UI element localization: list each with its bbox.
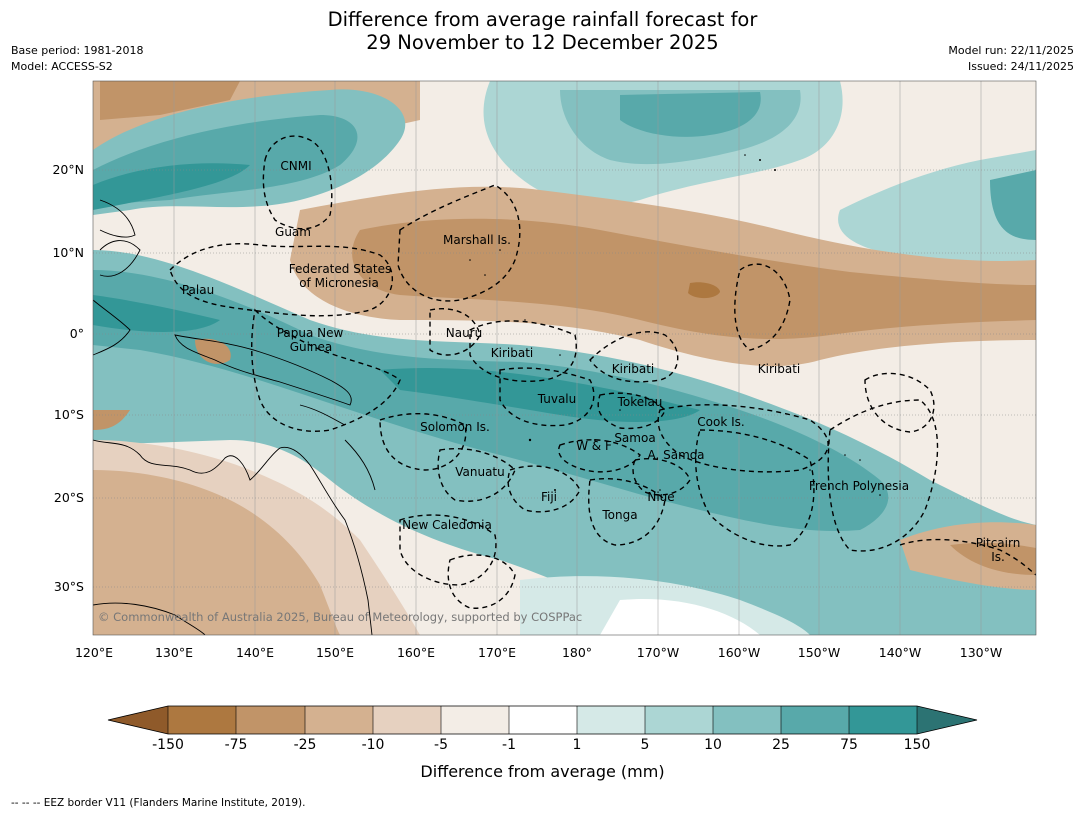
label-wallis-futuna: W & F [576, 439, 612, 453]
label-nauru: Nauru [446, 326, 482, 340]
lon-tick: 140°E [236, 645, 274, 660]
label-niue: Niue [647, 490, 674, 504]
colorbar-low-extend [108, 706, 168, 734]
label-pitcairn-line1: Pitcairn [976, 536, 1021, 550]
lon-tick-labels: 120°E 130°E 140°E 150°E 160°E 170°E 180°… [75, 645, 1002, 660]
lon-tick: 150°E [316, 645, 354, 660]
colorbar-segment [373, 706, 441, 734]
label-vanuatu: Vanuatu [455, 465, 505, 479]
lon-tick: 160°W [718, 645, 760, 660]
colorbar-label: -10 [361, 737, 385, 753]
colorbar-segment [168, 706, 236, 734]
label-png-line1: Papua New [277, 326, 344, 340]
label-tokelau: Tokelau [617, 395, 663, 409]
colorbar-label: -75 [224, 737, 248, 753]
lat-tick: 10°S [54, 407, 84, 422]
label-kiribati-west: Kiribati [491, 346, 533, 360]
lat-tick-labels: 20°N 10°N 0° 10°S 20°S 30°S [52, 162, 84, 594]
meta-left: Base period: 1981-2018 Model: ACCESS-S2 [11, 43, 143, 75]
label-kiribati-east: Kiribati [758, 362, 800, 376]
label-samoa: Samoa [614, 431, 655, 445]
label-french-polynesia: French Polynesia [809, 479, 909, 493]
label-kiribati-central: Kiribati [612, 362, 654, 376]
colorbar-label: -5 [434, 737, 448, 753]
lat-tick: 0° [70, 326, 84, 341]
label-fsm-line1: Federated States [289, 262, 391, 276]
map-frame [92, 80, 1037, 636]
colorbar-label: 5 [640, 737, 650, 753]
label-pitcairn-line2: Is. [991, 550, 1005, 564]
graticule [93, 81, 1036, 635]
chart-title: Difference from average rainfall forecas… [0, 8, 1085, 54]
colorbar-label: -1 [502, 737, 516, 753]
lat-tick: 30°S [54, 579, 84, 594]
colorbar [107, 705, 978, 735]
lat-tick: 20°S [54, 490, 84, 505]
colorbar-segment [645, 706, 713, 734]
title-line-1: Difference from average rainfall forecas… [327, 8, 758, 31]
colorbar-segment [849, 706, 917, 734]
label-cook-is: Cook Is. [697, 415, 744, 429]
lon-tick: 160°E [397, 645, 435, 660]
lon-tick: 120°E [75, 645, 113, 660]
lon-tick: 150°W [798, 645, 840, 660]
colorbar-label: 150 [903, 737, 931, 753]
label-palau: Palau [182, 283, 214, 297]
colorbar-label: 10 [704, 737, 722, 753]
meta-right: Model run: 22/11/2025 Issued: 24/11/2025 [948, 43, 1074, 75]
colorbar-high-extend [917, 706, 977, 734]
label-solomon-is: Solomon Is. [420, 420, 490, 434]
eez-borders [169, 135, 1036, 609]
title-line-2: 29 November to 12 December 2025 [366, 31, 719, 54]
lon-tick: 170°E [478, 645, 516, 660]
label-cnmi: CNMI [280, 159, 311, 173]
colorbar-segment [781, 706, 849, 734]
label-american-samoa: A. Samoa [648, 448, 705, 462]
label-fsm-line2: of Micronesia [299, 276, 379, 290]
colorbar-label: -25 [293, 737, 317, 753]
base-period: Base period: 1981-2018 [11, 44, 144, 57]
colorbar-label: -150 [152, 737, 184, 753]
eez-footnote: -- -- -- EEZ border V11 (Flanders Marine… [11, 797, 306, 809]
copyright-notice: © Commonwealth of Australia 2025, Bureau… [98, 610, 582, 624]
lon-tick: 170°W [637, 645, 679, 660]
lat-tick: 20°N [52, 162, 84, 177]
lon-tick: 130°E [155, 645, 193, 660]
model-name: Model: ACCESS-S2 [11, 60, 113, 73]
colorbar-segment [509, 706, 577, 734]
coastlines [93, 199, 376, 635]
colorbar-label: 1 [572, 737, 582, 753]
label-guam: Guam [275, 225, 311, 239]
lon-tick: 140°W [879, 645, 921, 660]
label-marshall-is: Marshall Is. [443, 233, 511, 247]
lon-tick: 130°W [960, 645, 1002, 660]
small-islands [469, 154, 981, 546]
colorbar-label: 75 [840, 737, 858, 753]
lat-tick: 10°N [52, 245, 84, 260]
rainfall-field: CNMI Guam Marshall Is. Federated States … [93, 81, 1036, 635]
model-run: Model run: 22/11/2025 [948, 44, 1074, 57]
colorbar-segment [441, 706, 509, 734]
label-tonga: Tonga [601, 508, 637, 522]
lon-tick: 180° [562, 645, 592, 660]
colorbar-segment [577, 706, 645, 734]
label-fiji: Fiji [541, 490, 557, 504]
label-tuvalu: Tuvalu [537, 392, 577, 406]
colorbar-segment [305, 706, 373, 734]
label-png-line2: Guinea [290, 340, 333, 354]
place-labels: CNMI Guam Marshall Is. Federated States … [182, 159, 1020, 564]
issued-date: Issued: 24/11/2025 [967, 60, 1074, 73]
colorbar-dividers [167, 706, 918, 734]
label-new-caledonia: New Caledonia [402, 518, 492, 532]
colorbar-segment [713, 706, 781, 734]
colorbar-segment [236, 706, 305, 734]
colorbar-label: 25 [772, 737, 790, 753]
colorbar-title: Difference from average (mm) [420, 762, 665, 781]
